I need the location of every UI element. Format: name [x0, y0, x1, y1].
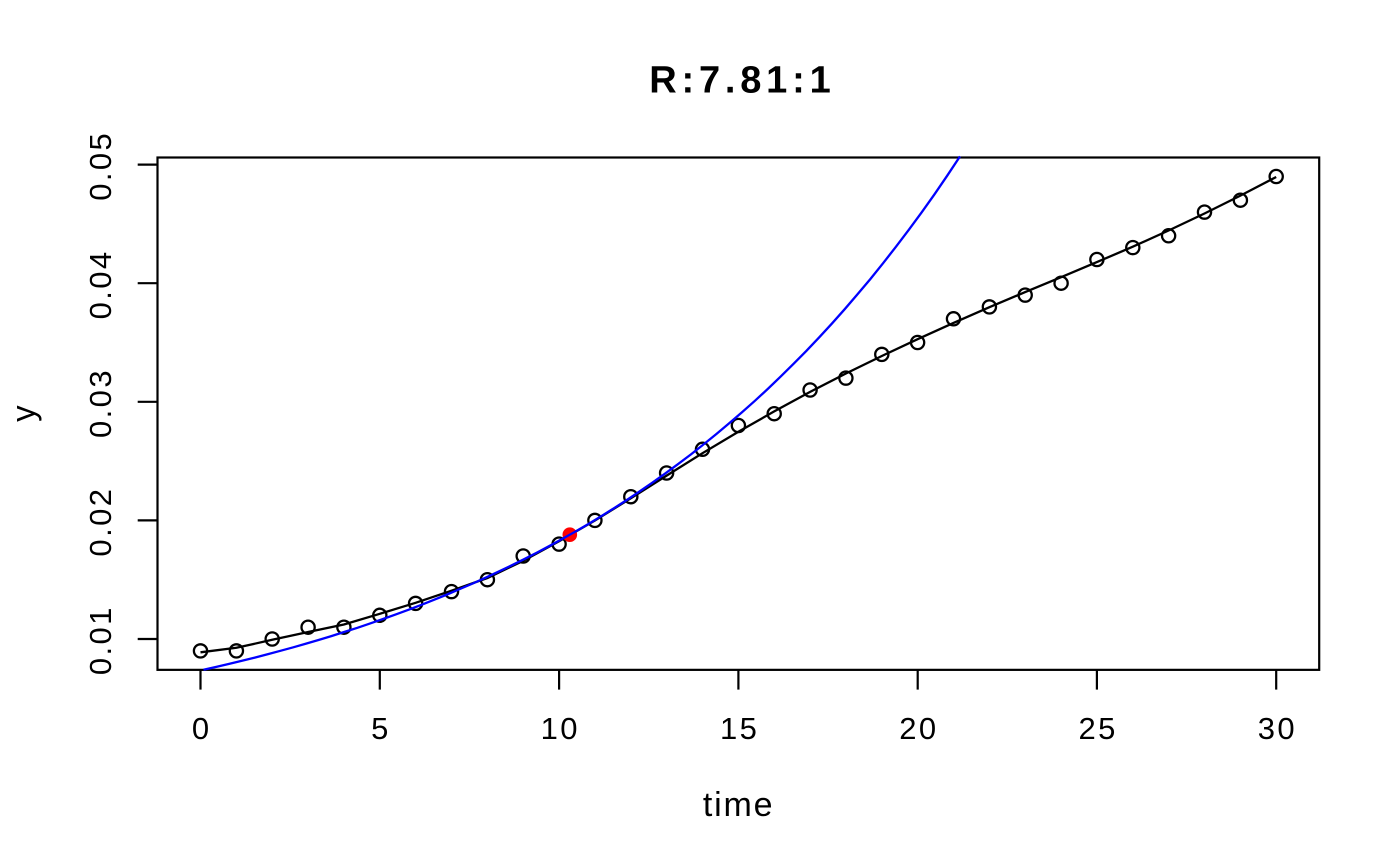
- svg-text:0: 0: [192, 711, 212, 746]
- svg-text:30: 30: [1258, 711, 1297, 746]
- svg-text:10: 10: [541, 711, 580, 746]
- svg-text:0.01: 0.01: [83, 605, 118, 675]
- svg-text:time: time: [703, 786, 774, 824]
- svg-text:0.05: 0.05: [83, 131, 118, 201]
- svg-text:5: 5: [371, 711, 391, 746]
- svg-text:0.03: 0.03: [83, 368, 118, 438]
- svg-text:0.02: 0.02: [83, 487, 118, 557]
- svg-text:y: y: [5, 405, 42, 422]
- svg-text:25: 25: [1078, 711, 1117, 746]
- svg-text:15: 15: [720, 711, 759, 746]
- svg-text:0.04: 0.04: [83, 249, 118, 319]
- svg-text:R:7.81:1: R:7.81:1: [649, 60, 835, 102]
- svg-text:20: 20: [899, 711, 938, 746]
